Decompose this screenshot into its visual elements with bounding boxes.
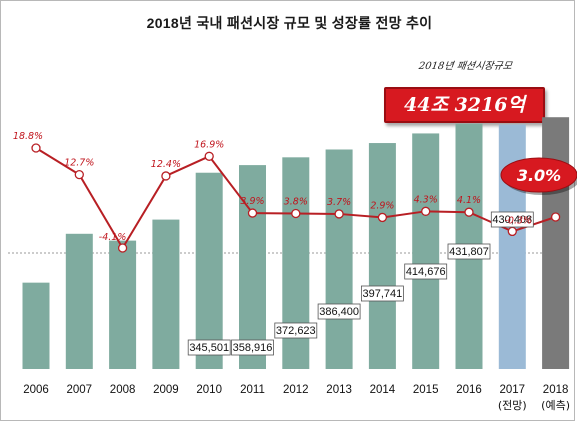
bar-value-label-2016: 431,807 (449, 246, 489, 258)
growth-label-2015: 4.3% (414, 194, 438, 205)
growth-point-2013 (334, 209, 344, 219)
bar-value-label-2017: 430,408 (492, 214, 532, 226)
bar-value-box-2013 (317, 303, 361, 320)
x-tick-label-2013: 2013 (326, 384, 352, 396)
bar-2018 (542, 117, 570, 369)
growth-label-2010: 16.9% (194, 139, 224, 150)
bar-2015 (412, 133, 440, 369)
bar-value-label-2011: 358,916 (233, 342, 273, 354)
growth-point-2010 (204, 151, 214, 161)
growth-label-2007: 12.7% (64, 158, 94, 169)
x-tick-label-2010: 2010 (196, 384, 222, 396)
bar-2009 (152, 219, 180, 369)
growth-label-2009: 12.4% (151, 159, 181, 170)
x-tick-label-2007: 2007 (67, 384, 93, 396)
growth-label-2017: -0.3% (505, 215, 533, 226)
x-tick-label-2012: 2012 (283, 384, 309, 396)
bar-value-box-2016 (447, 243, 491, 260)
growth-line-layer (31, 143, 561, 253)
growth-point-2006 (31, 143, 41, 153)
growth-label-2011: 3.9% (240, 196, 264, 207)
growth-point-2018 (550, 212, 561, 222)
bar-2013 (325, 149, 353, 369)
growth-point-2007 (74, 169, 84, 180)
growth-callout: 3.0% (500, 157, 577, 195)
x-tick-label-2018: 2018 (543, 384, 569, 396)
bar-value-label-2015: 414,676 (406, 266, 446, 278)
bar-2008 (109, 240, 137, 369)
growth-point-2008 (117, 243, 128, 253)
growth-callout-bubble (500, 157, 577, 193)
bar-2007 (65, 233, 93, 369)
growth-label-2014: 2.9% (370, 200, 394, 211)
bar-value-label-2014: 397,741 (363, 288, 403, 300)
growth-point-2011 (247, 208, 258, 218)
x-tick-label-2008: 2008 (110, 384, 136, 396)
growth-label-2006: 18.8% (13, 131, 43, 142)
growth-label-2016: 4.1% (457, 195, 481, 206)
bar-value-box-2011 (231, 339, 274, 356)
x-tick-label-2016: 2016 (456, 384, 482, 396)
bar-2010 (195, 172, 223, 369)
growth-callout-text: 3.0% (517, 166, 561, 185)
bar-value-box-2012 (274, 322, 318, 339)
bar-value-box-2017 (490, 211, 534, 228)
x-tick-label-2017: 2017 (500, 384, 526, 396)
growth-point-2009 (161, 171, 171, 181)
x-tick-label-2009: 2009 (153, 384, 179, 396)
x-tick-label-2006: 2006 (23, 384, 49, 396)
growth-label-2008: -4.1% (99, 232, 127, 243)
growth-point-2016 (464, 207, 474, 217)
growth-point-2014 (377, 212, 388, 223)
bar-2011 (239, 165, 266, 369)
bar-2006 (22, 282, 50, 369)
x-sublabel-2018: (예측) (541, 399, 570, 412)
x-tick-label-2014: 2014 (370, 384, 396, 396)
growth-point-2012 (291, 208, 301, 219)
growth-label-2012: 3.8% (284, 197, 308, 208)
rate-label-layer: 18.8% 12.7% -4.1% 12.4% 16.9% 3.9% 3.8% 3.7% 2.9… (13, 131, 532, 243)
bar-value-box-2015 (404, 263, 448, 280)
bar-value-box-2014 (360, 285, 404, 302)
growth-label-2013: 3.7% (327, 197, 351, 208)
bar-value-box-2010 (187, 339, 231, 356)
growth-point-2015 (421, 206, 431, 216)
x-tick-label-2015: 2015 (413, 384, 439, 396)
bar-value-label-2012: 372,623 (276, 325, 316, 337)
x-sublabel-2017: (전망) (498, 399, 527, 412)
total-callout-box: 44조 3216억 (384, 87, 545, 123)
bar-value-label-2010: 345,501 (189, 342, 229, 354)
x-tick-label-2011: 2011 (240, 384, 265, 396)
growth-point-2017 (507, 226, 517, 237)
bar-value-label-2013: 386,400 (319, 306, 359, 318)
bar-2014 (368, 143, 396, 369)
x-axis: 2006 2007 2008 2009 2010 2011 2012 2013 2014 2015… (23, 384, 570, 412)
chart-title: 2018년 국내 패션시장 규모 및 성장률 전망 추이 (146, 15, 433, 31)
